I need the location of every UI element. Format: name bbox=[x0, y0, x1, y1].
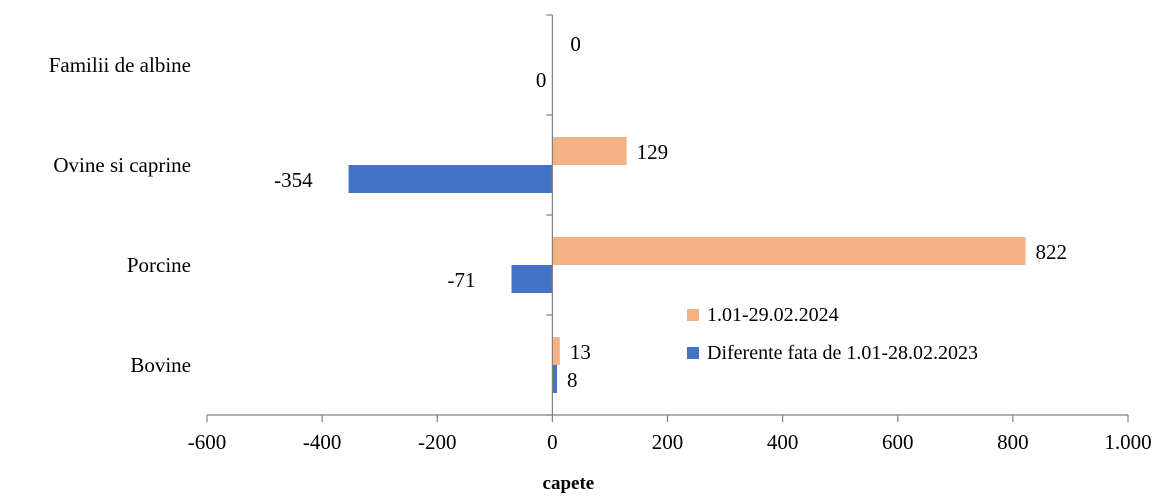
x-tick-label: 400 bbox=[767, 430, 799, 454]
x-tick-label: -200 bbox=[418, 430, 457, 454]
data-label: 13 bbox=[570, 340, 591, 364]
legend-swatch bbox=[687, 309, 699, 321]
x-tick-label: 0 bbox=[547, 430, 558, 454]
legend-label: 1.01-29.02.2024 bbox=[707, 304, 839, 326]
legend: 1.01-29.02.2024 Diferente fata de 1.01-28… bbox=[687, 304, 978, 364]
category-label: Bovine bbox=[130, 353, 191, 377]
data-label: 822 bbox=[1036, 240, 1068, 264]
category-label: Porcine bbox=[127, 253, 191, 277]
bar bbox=[552, 337, 560, 365]
data-label: -354 bbox=[274, 168, 313, 192]
x-tick-label: 600 bbox=[882, 430, 914, 454]
labels-layer: -600 -400 -200 0 200 400 600 800 1.000BovinePorc… bbox=[49, 32, 1152, 454]
x-axis-title: capete bbox=[543, 473, 595, 494]
bar bbox=[552, 137, 627, 165]
data-label: 0 bbox=[570, 32, 581, 56]
category-label: Familii de albine bbox=[49, 53, 191, 77]
data-label: 8 bbox=[567, 368, 578, 392]
data-label: -71 bbox=[448, 268, 476, 292]
legend-swatch bbox=[687, 347, 699, 359]
data-label: 129 bbox=[637, 140, 669, 164]
bar bbox=[348, 165, 553, 193]
ticks-layer bbox=[206, 14, 1129, 422]
data-label: 0 bbox=[536, 68, 547, 92]
x-tick-label: -400 bbox=[303, 430, 342, 454]
axes-layer bbox=[207, 15, 1128, 416]
legend-label: Diferente fata de 1.01-28.02.2023 bbox=[707, 342, 978, 364]
x-tick-label: 1.000 bbox=[1104, 430, 1151, 454]
bars-layer bbox=[348, 137, 1026, 393]
x-tick-label: 200 bbox=[652, 430, 684, 454]
x-tick-label: -600 bbox=[188, 430, 227, 454]
bar bbox=[511, 265, 553, 293]
bar bbox=[552, 237, 1026, 265]
x-tick-label: 800 bbox=[997, 430, 1029, 454]
bar bbox=[552, 365, 557, 393]
category-label: Ovine si caprine bbox=[53, 153, 191, 177]
